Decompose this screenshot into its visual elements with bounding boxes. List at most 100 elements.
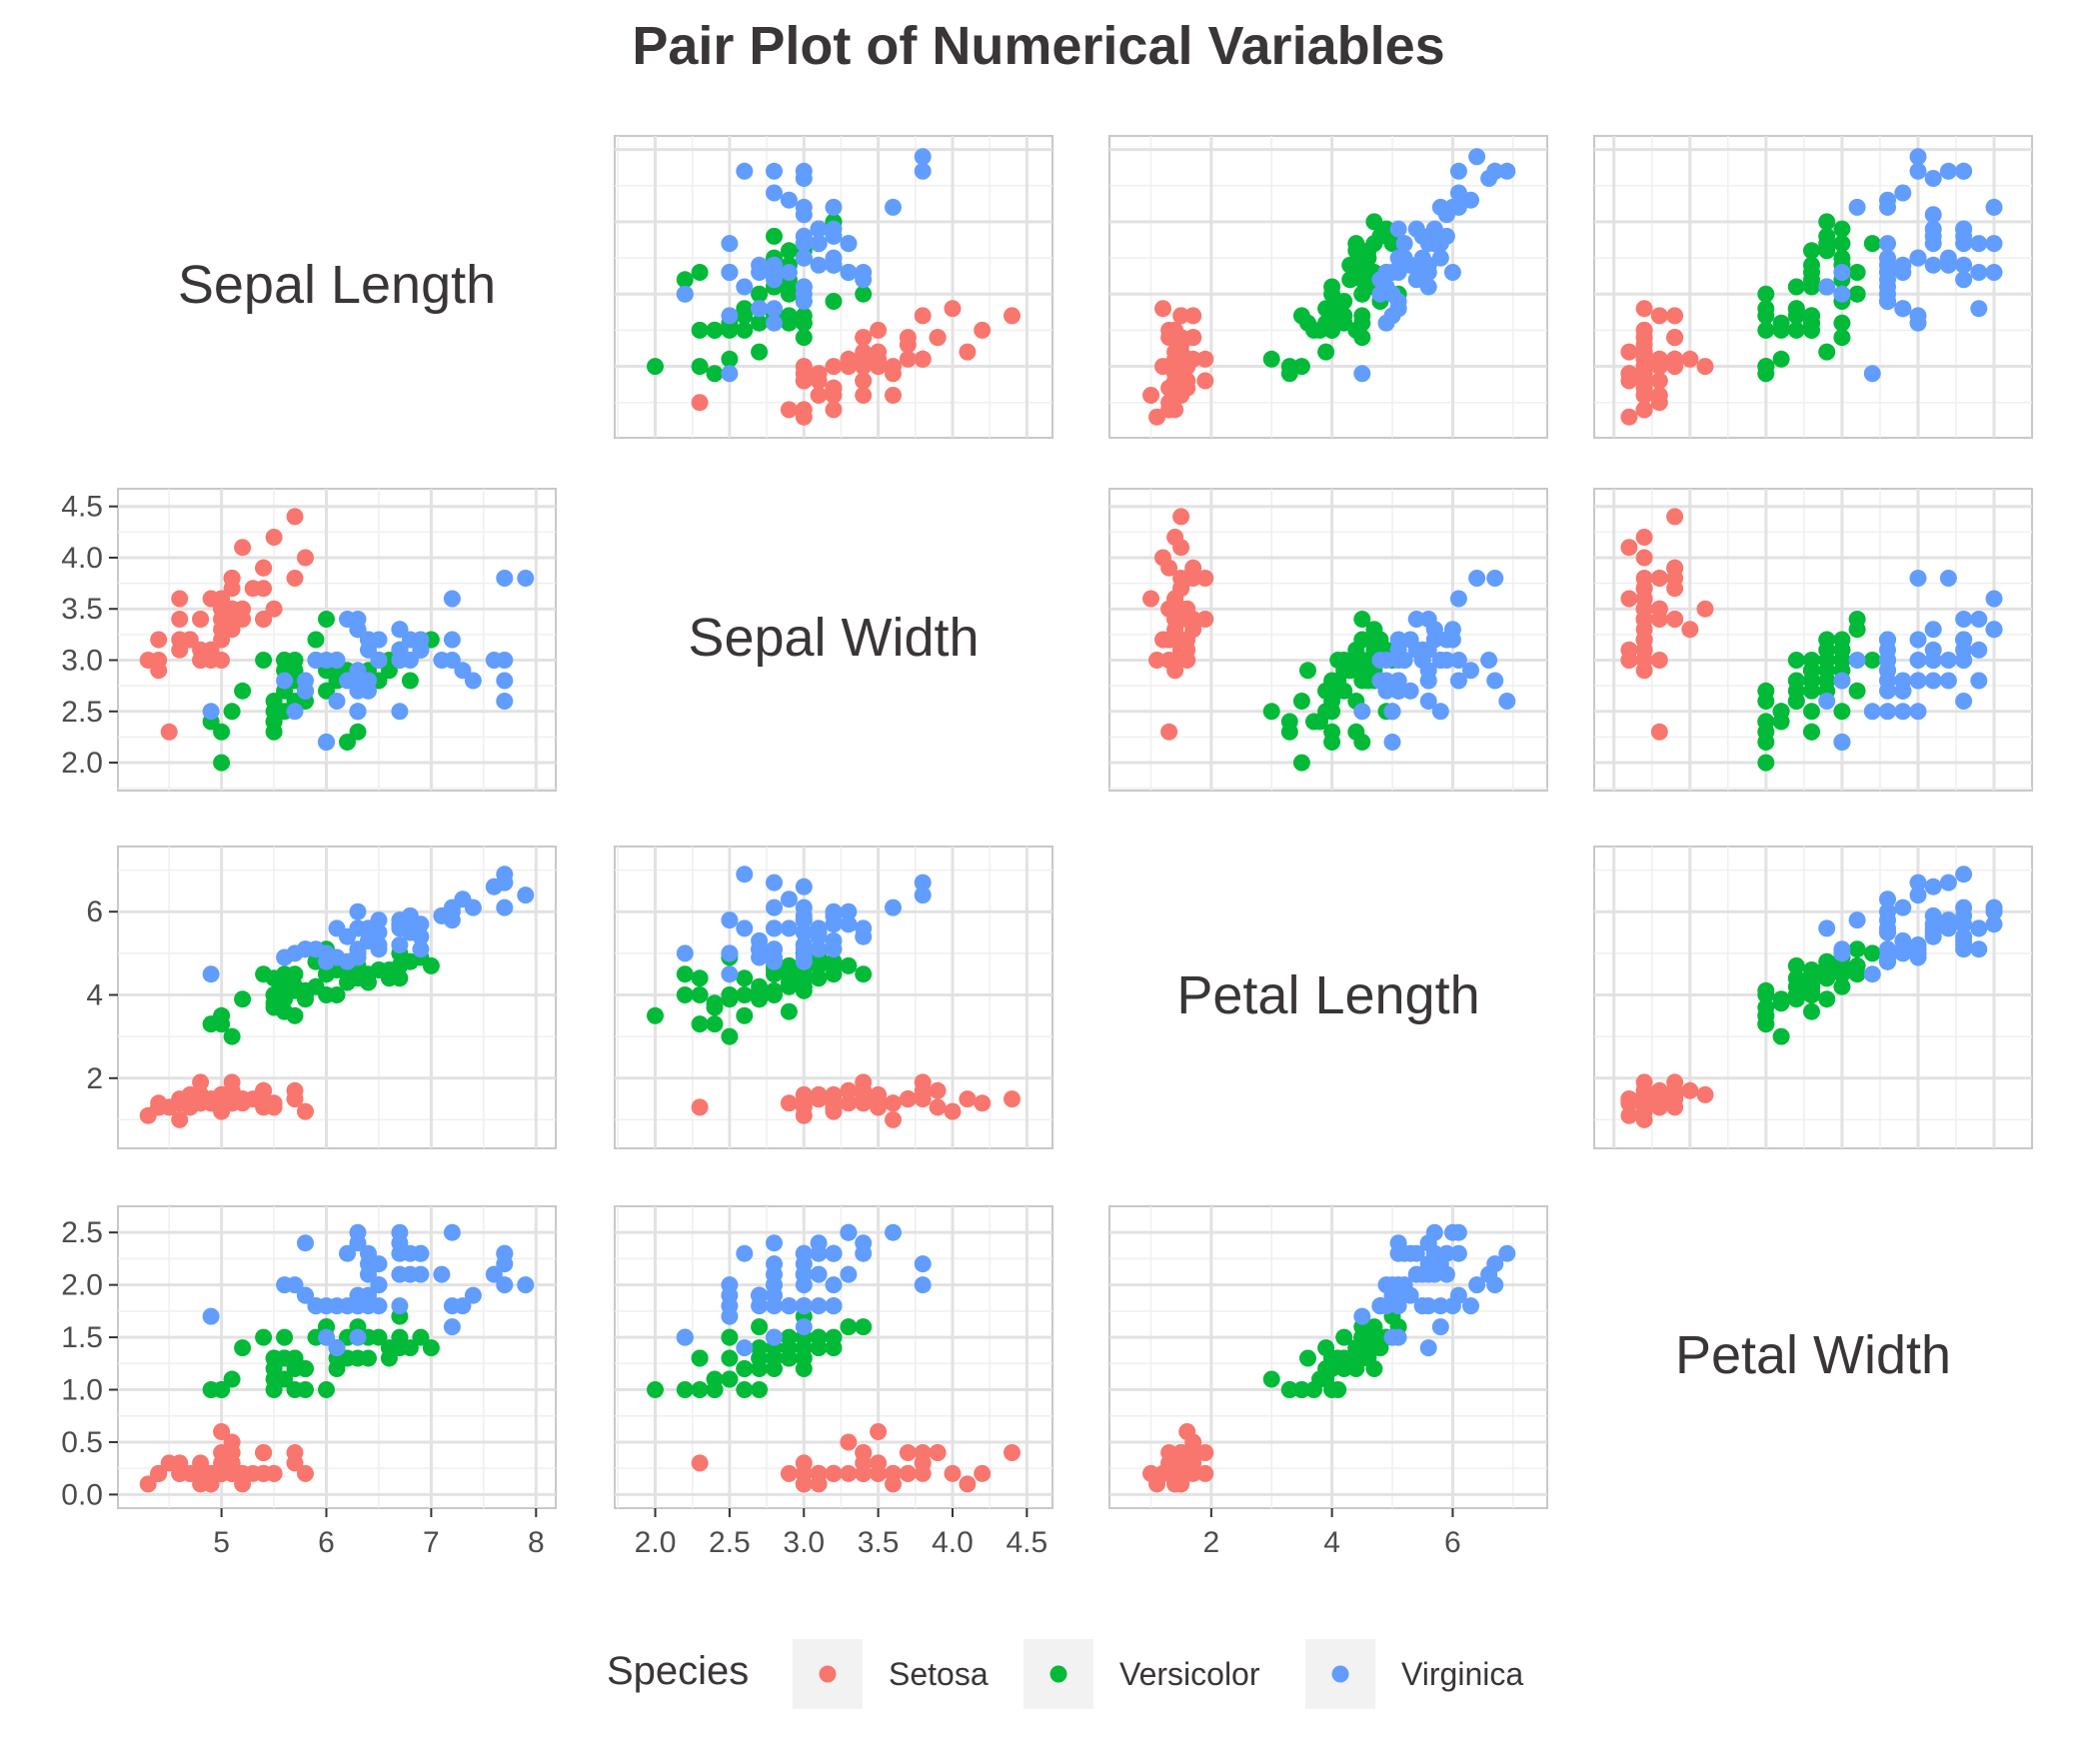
point-virginica <box>1449 1223 1467 1241</box>
point-setosa <box>870 1085 888 1103</box>
point-virginica <box>433 1265 451 1283</box>
point-versicolor <box>223 703 241 721</box>
point-versicolor <box>1329 1349 1347 1367</box>
point-virginica <box>443 1223 461 1241</box>
point-virginica <box>496 1276 514 1294</box>
point-virginica <box>464 1286 482 1304</box>
point-setosa <box>944 1102 962 1120</box>
point-versicolor <box>1757 754 1775 772</box>
point-virginica <box>766 874 783 891</box>
point-versicolor <box>1833 956 1851 974</box>
point-virginica <box>276 948 294 966</box>
point-virginica <box>349 672 367 690</box>
point-virginica <box>1970 264 1988 281</box>
point-virginica <box>1879 952 1896 970</box>
point-virginica <box>1939 672 1957 690</box>
point-virginica <box>202 1307 220 1325</box>
x-tick-label: 3.5 <box>858 1526 900 1559</box>
point-virginica <box>1909 936 1927 953</box>
point-virginica <box>443 911 461 929</box>
point-versicolor <box>780 1349 798 1367</box>
point-virginica <box>914 148 932 166</box>
point-virginica <box>855 1244 873 1262</box>
point-setosa <box>1696 1085 1714 1103</box>
point-versicolor <box>1323 693 1341 710</box>
point-virginica <box>1985 198 2003 216</box>
point-setosa <box>255 559 273 577</box>
point-versicolor <box>265 693 283 710</box>
scatter-panel-pw-vs-pl: 2 4 6 <box>1108 1205 1548 1559</box>
point-virginica <box>1939 162 1957 180</box>
point-versicolor <box>795 1360 813 1377</box>
point-setosa <box>870 1454 888 1472</box>
point-versicolor <box>370 1328 388 1346</box>
point-virginica <box>721 1286 739 1304</box>
point-versicolor <box>825 965 843 983</box>
point-setosa <box>160 723 178 741</box>
point-versicolor <box>1305 713 1322 731</box>
point-setosa <box>1172 508 1190 526</box>
point-virginica <box>914 1276 932 1294</box>
point-versicolor <box>766 227 783 245</box>
point-virginica <box>1425 1223 1443 1241</box>
x-tick-label: 4 <box>1323 1526 1340 1559</box>
point-setosa <box>202 590 220 608</box>
point-virginica <box>328 1339 346 1357</box>
point-virginica <box>391 652 409 669</box>
point-setosa <box>213 621 231 639</box>
point-virginica <box>202 703 220 721</box>
point-virginica <box>443 1297 461 1315</box>
y-tick-label: 4 <box>86 979 103 1012</box>
point-versicolor <box>766 1349 783 1367</box>
point-setosa <box>825 401 843 419</box>
point-versicolor <box>265 1360 283 1377</box>
point-virginica <box>766 952 783 970</box>
point-setosa <box>899 1444 917 1461</box>
point-virginica <box>1879 652 1896 669</box>
point-virginica <box>1431 1318 1449 1336</box>
point-virginica <box>766 184 783 202</box>
point-setosa <box>1635 300 1653 318</box>
point-setosa <box>1666 307 1684 325</box>
point-virginica <box>1879 672 1896 690</box>
y-tick-label: 2 <box>86 1062 103 1095</box>
point-versicolor <box>1359 652 1377 669</box>
point-virginica <box>795 162 813 180</box>
point-setosa <box>1650 723 1668 741</box>
point-setosa <box>825 387 843 404</box>
point-virginica <box>401 631 419 649</box>
point-virginica <box>1480 652 1498 669</box>
point-setosa <box>1620 1106 1638 1124</box>
point-versicolor <box>1329 672 1347 690</box>
point-versicolor <box>318 682 335 700</box>
point-versicolor <box>265 998 283 1016</box>
point-setosa <box>1196 350 1214 368</box>
point-versicolor <box>676 271 694 289</box>
point-setosa <box>1635 652 1653 669</box>
point-setosa <box>1666 1090 1684 1108</box>
legend-label-virginica: Virginica <box>1401 1656 1523 1692</box>
point-versicolor <box>676 1381 694 1398</box>
point-virginica <box>914 1255 932 1273</box>
point-setosa <box>244 1464 262 1482</box>
point-virginica <box>517 1276 535 1294</box>
point-virginica <box>1909 570 1927 587</box>
point-setosa <box>1166 529 1184 546</box>
point-setosa <box>1160 723 1178 741</box>
y-tick-label: 1.5 <box>61 1321 103 1354</box>
point-virginica <box>721 365 739 383</box>
point-virginica <box>810 220 828 238</box>
point-virginica <box>1486 1276 1504 1294</box>
point-virginica <box>391 703 409 721</box>
point-setosa <box>1172 580 1190 598</box>
point-virginica <box>1449 1244 1467 1262</box>
point-setosa <box>914 1085 932 1103</box>
point-virginica <box>1894 264 1912 281</box>
point-setosa <box>1178 1423 1196 1440</box>
point-versicolor <box>736 300 754 318</box>
scatter-panel-pl-vs-sl: 2 4 6 <box>86 846 557 1149</box>
point-versicolor <box>751 1381 769 1398</box>
point-setosa <box>1696 600 1714 618</box>
point-versicolor <box>1818 961 1836 978</box>
